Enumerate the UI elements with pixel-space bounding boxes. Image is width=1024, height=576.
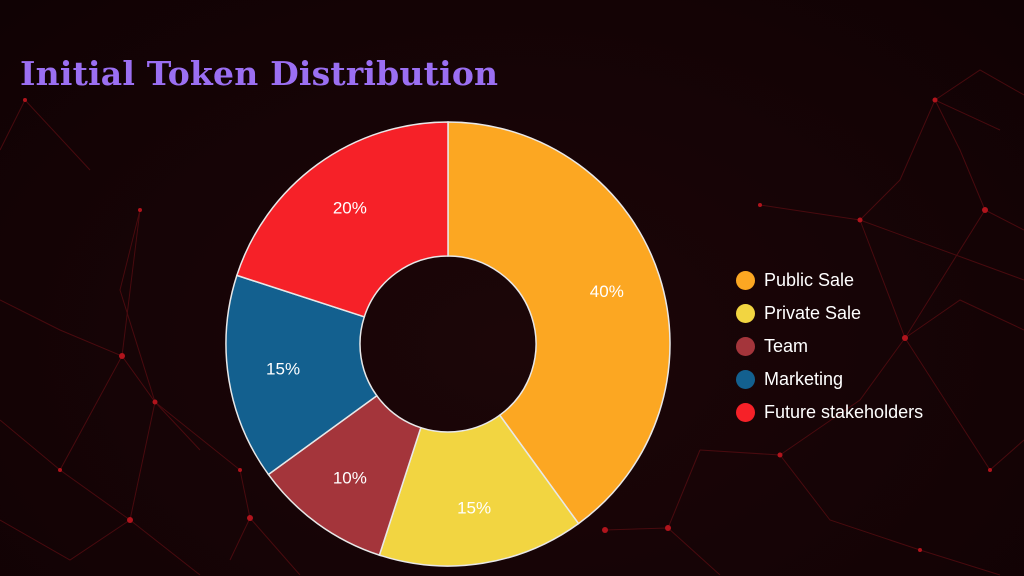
legend-label: Private Sale [764,303,862,323]
legend-swatch [736,271,755,290]
slice-value-label: 10% [333,469,367,488]
donut-slice-private-sale[interactable] [378,414,580,567]
legend-item-marketing[interactable]: Marketing [736,363,923,396]
slice-value-label: 20% [333,198,367,217]
legend-swatch [736,403,755,422]
legend-label: Team [764,336,809,356]
legend-swatch [736,370,755,389]
legend-label: Future stakeholders [764,402,924,422]
slice-value-label: 40% [590,282,624,301]
chart-title: Initial Token Distribution [20,54,499,93]
chart-legend: Public Sale Private Sale Team Marketing Futu… [736,264,923,429]
legend-label: Marketing [764,369,844,389]
legend-item-private-sale[interactable]: Private Sale [736,297,923,330]
slice-value-label: 15% [457,498,491,517]
slice-value-label: 15% [266,360,300,379]
legend-item-team[interactable]: Team [736,330,923,363]
legend-swatch [736,304,755,323]
legend-item-public-sale[interactable]: Public Sale [736,264,923,297]
donut-slice-public-sale[interactable] [447,121,671,525]
legend-item-future-stakeholders[interactable]: Future stakeholders [736,396,923,429]
legend-swatch [736,337,755,356]
legend-label: Public Sale [764,270,855,290]
donut-slice-future-stakeholders[interactable] [235,121,449,318]
donut-slice-marketing[interactable] [225,274,378,476]
